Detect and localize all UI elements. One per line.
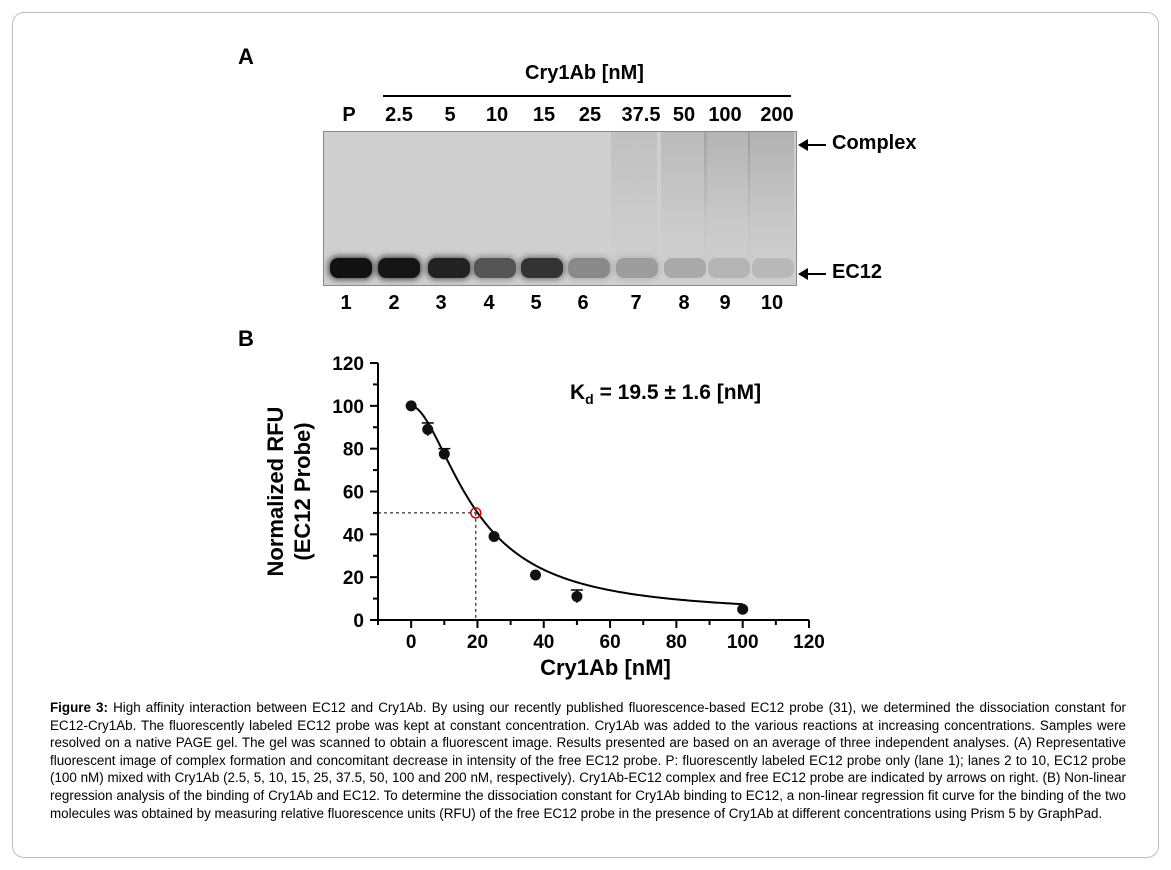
complex-label: Complex [832, 132, 917, 154]
lane-header: 50 [672, 104, 696, 126]
gel-band [330, 258, 372, 278]
gel-band [521, 258, 563, 278]
lane-header: 37.5 [621, 104, 661, 126]
lane-header: P [342, 104, 356, 126]
gel-band [616, 258, 658, 278]
gel-band [378, 258, 420, 278]
caption-text: High affinity interaction between EC12 a… [50, 700, 1126, 821]
lane-number: 6 [577, 292, 589, 314]
lane-header: 2.5 [385, 104, 413, 126]
panel-b-label: B [238, 326, 254, 351]
gel-title-underline [383, 95, 791, 97]
gel-image [323, 131, 797, 286]
lane-header: 25 [578, 104, 602, 126]
lane-number: 8 [678, 292, 690, 314]
lane-number: 9 [719, 292, 731, 314]
figure-caption: Figure 3: High affinity interaction betw… [50, 699, 1126, 822]
complex-arrow-icon [798, 139, 826, 151]
lane-header: 100 [708, 104, 742, 126]
gel-band [568, 258, 610, 278]
lane-header: 200 [760, 104, 794, 126]
lane-number: 7 [630, 292, 642, 314]
lane-header: 15 [532, 104, 556, 126]
gel-title: Cry1Ab [nM] [525, 62, 644, 84]
gel-band [664, 258, 706, 278]
panel-a-label: A [238, 44, 254, 69]
caption-label: Figure 3: [50, 700, 108, 715]
gel-band [474, 258, 516, 278]
lane-header: 5 [444, 104, 456, 126]
gel-band [752, 258, 794, 278]
lane-number: 3 [435, 292, 447, 314]
ec12-arrow-icon [798, 268, 826, 280]
ec12-label: EC12 [832, 261, 883, 283]
figure-frame [12, 12, 1159, 858]
lane-header: 10 [485, 104, 509, 126]
lane-number: 4 [483, 292, 495, 314]
lane-number: 2 [388, 292, 400, 314]
gel-band [708, 258, 750, 278]
lane-number: 5 [530, 292, 542, 314]
gel-band [428, 258, 470, 278]
lane-number: 1 [340, 292, 352, 314]
lane-number: 10 [760, 292, 784, 314]
